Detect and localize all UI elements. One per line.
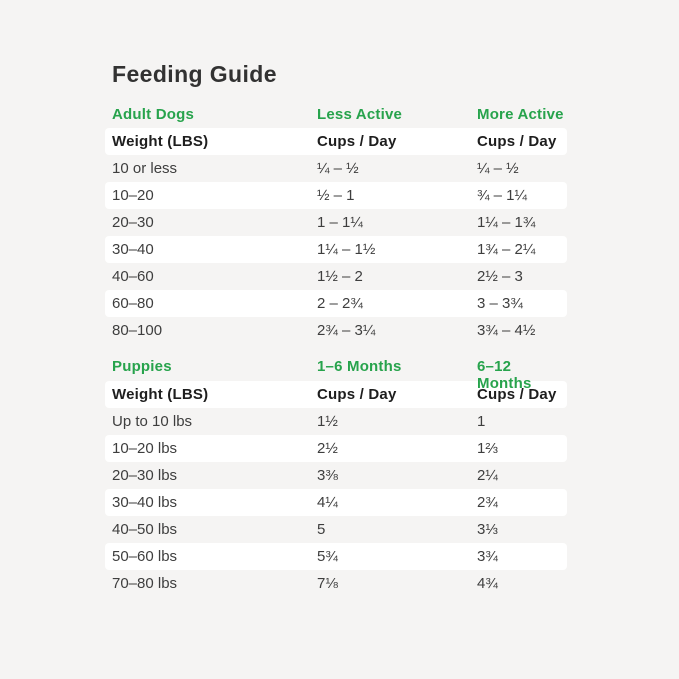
- table-row: 30–40 1¼ – 1½ 1¾ – 2¼: [105, 236, 567, 263]
- cell-cups-per-day: 7⅛: [317, 575, 338, 592]
- table-row: 50–60 lbs 5¾ 3¾: [105, 543, 567, 570]
- cell-cups-per-day: 3¾ – 4½: [477, 322, 536, 339]
- table-row: 10–20 lbs 2½ 1⅔: [105, 435, 567, 462]
- cell-cups-per-day: 3⅓: [477, 521, 498, 538]
- cell-cups-per-day: 2¾ – 3¼: [317, 322, 376, 339]
- table-row: 10 or less ¼ – ½ ¼ – ½: [105, 155, 567, 182]
- cell-cups-per-day: ¼ – ½: [477, 160, 519, 177]
- column-header-less-active: Less Active: [317, 106, 403, 123]
- table-row: 40–60 1½ – 2 2½ – 3: [105, 263, 567, 290]
- cell-weight: 70–80 lbs: [112, 575, 178, 592]
- table-subheader: Weight (LBS) Cups / Day Cups / Day: [105, 381, 567, 408]
- cell-weight: 10–20 lbs: [112, 440, 178, 457]
- table-row: 60–80 2 – 2¾ 3 – 3¾: [105, 290, 567, 317]
- cell-weight: 50–60 lbs: [112, 548, 178, 565]
- table-row: 80–100 2¾ – 3¼ 3¾ – 4½: [105, 317, 567, 344]
- cell-cups-per-day: 5¾: [317, 548, 338, 565]
- cell-weight: 60–80: [112, 295, 154, 312]
- column-header-6-12-months: 6–12 Months: [477, 358, 532, 392]
- cell-cups-per-day: 5: [317, 521, 326, 538]
- subheader-cups-per-day: Cups / Day: [317, 386, 397, 403]
- table-row: 70–80 lbs 7⅛ 4¾: [105, 570, 567, 597]
- table-subheader: Weight (LBS) Cups / Day Cups / Day: [105, 128, 567, 155]
- cell-cups-per-day: 2½: [317, 440, 338, 457]
- cell-cups-per-day: 1¾ – 2¼: [477, 241, 536, 258]
- cell-cups-per-day: 2¾: [477, 494, 498, 511]
- cell-cups-per-day: ¼ – ½: [317, 160, 359, 177]
- cell-cups-per-day: 2½ – 3: [477, 268, 523, 285]
- table-row: 20–30 1 – 1¼ 1¼ – 1¾: [105, 209, 567, 236]
- cell-cups-per-day: 3⅜: [317, 467, 338, 484]
- section-puppies: Puppies 1–6 Months 6–12 Months Weight (L…: [105, 358, 679, 597]
- table-row: 10–20 ½ – 1 ¾ – 1¼: [105, 182, 567, 209]
- subheader-cups-per-day: Cups / Day: [477, 386, 557, 403]
- cell-cups-per-day: 3 – 3¾: [477, 295, 523, 312]
- table-body-adult-dogs: 10 or less ¼ – ½ ¼ – ½ 10–20 ½ – 1 ¾ – 1¼ 20–3…: [105, 155, 679, 344]
- cell-weight: 20–30 lbs: [112, 467, 178, 484]
- cell-cups-per-day: 2¼: [477, 467, 498, 484]
- cell-weight: 10 or less: [112, 160, 178, 177]
- cell-cups-per-day: 1 – 1¼: [317, 214, 363, 231]
- cell-cups-per-day: 4¼: [317, 494, 338, 511]
- subheader-weight: Weight (LBS): [112, 386, 209, 403]
- column-header-1-6-months: 1–6 Months: [317, 358, 402, 375]
- table-row: 30–40 lbs 4¼ 2¾: [105, 489, 567, 516]
- cell-cups-per-day: 1⅔: [477, 440, 498, 457]
- cell-cups-per-day: 1½ – 2: [317, 268, 363, 285]
- table-body-puppies: Up to 10 lbs 1½ 1 10–20 lbs 2½ 1⅔ 20–30 lbs 3⅜ 2…: [105, 408, 679, 597]
- cell-weight: 30–40: [112, 241, 154, 258]
- cell-cups-per-day: ¾ – 1¼: [477, 187, 528, 204]
- table-row: 40–50 lbs 5 3⅓: [105, 516, 567, 543]
- cell-weight: 40–60: [112, 268, 154, 285]
- table-row: 20–30 lbs 3⅜ 2¼: [105, 462, 567, 489]
- page-title: Feeding Guide: [112, 61, 277, 87]
- cell-weight: Up to 10 lbs: [112, 413, 193, 430]
- cell-weight: 10–20: [112, 187, 154, 204]
- cell-weight: 40–50 lbs: [112, 521, 178, 538]
- table-row: Up to 10 lbs 1½ 1: [105, 408, 567, 435]
- cell-cups-per-day: 1¼ – 1½: [317, 241, 376, 258]
- subheader-cups-per-day: Cups / Day: [317, 133, 397, 150]
- cell-weight: 20–30: [112, 214, 154, 231]
- subheader-weight: Weight (LBS): [112, 133, 209, 150]
- cell-cups-per-day: ½ – 1: [317, 187, 355, 204]
- cell-cups-per-day: 1½: [317, 413, 338, 430]
- column-header-more-active: More Active: [477, 106, 564, 123]
- cell-cups-per-day: 1¼ – 1¾: [477, 214, 536, 231]
- section-title: Adult Dogs: [112, 106, 194, 123]
- section-adult-dogs: Adult Dogs Less Active More Active Weigh…: [105, 106, 679, 344]
- cell-cups-per-day: 1: [477, 413, 486, 430]
- cell-weight: 30–40 lbs: [112, 494, 178, 511]
- subheader-cups-per-day: Cups / Day: [477, 133, 557, 150]
- section-header: Puppies 1–6 Months 6–12 Months: [105, 358, 567, 392]
- section-header: Adult Dogs Less Active More Active: [105, 106, 567, 123]
- cell-weight: 80–100: [112, 322, 163, 339]
- section-title: Puppies: [112, 358, 172, 375]
- cell-cups-per-day: 2 – 2¾: [317, 295, 363, 312]
- cell-cups-per-day: 4¾: [477, 575, 498, 592]
- cell-cups-per-day: 3¾: [477, 548, 498, 565]
